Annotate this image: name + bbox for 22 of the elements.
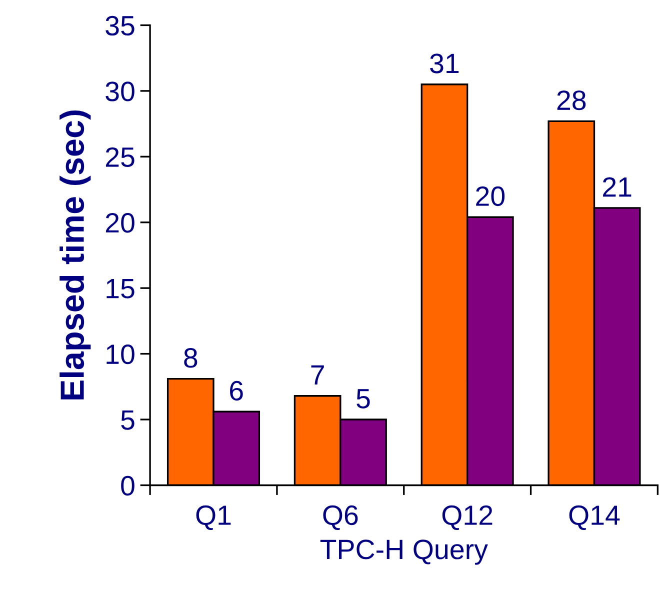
y-tick-label: 25 <box>106 147 134 167</box>
y-tick-label: 35 <box>106 16 134 36</box>
y-tick-label: 30 <box>106 82 134 102</box>
data-label: 5 <box>356 389 370 408</box>
y-axis-title: Elapsed time (sec) <box>60 110 91 400</box>
data-label: 6 <box>230 380 243 401</box>
x-tick-label: Q1 <box>196 505 231 530</box>
data-label: 21 <box>603 177 632 197</box>
x-tick-label: Q6 <box>323 505 358 530</box>
y-tick-label: 10 <box>106 344 134 364</box>
data-label: 28 <box>557 90 586 110</box>
y-tick-label: 5 <box>121 410 134 430</box>
x-axis-title: TPC-H Query <box>320 540 488 565</box>
y-tick-label: 20 <box>106 213 134 233</box>
data-label: 8 <box>184 348 198 368</box>
data-label: 7 <box>311 365 324 385</box>
x-tick-label: Q12 <box>442 505 492 530</box>
data-label: 20 <box>476 186 505 206</box>
y-tick-label: 0 <box>121 476 134 496</box>
x-tick-label: Q14 <box>569 505 620 530</box>
data-label: 31 <box>430 54 459 74</box>
y-tick-label: 15 <box>106 279 134 298</box>
